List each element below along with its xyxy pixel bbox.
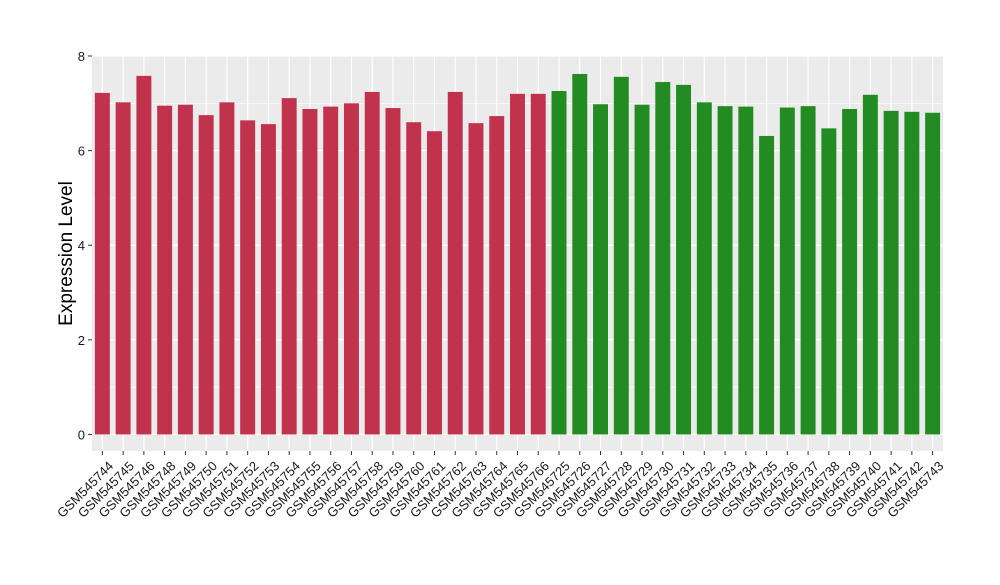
bar-GSM545729	[634, 104, 650, 435]
bar-GSM545749	[177, 104, 193, 435]
bar-GSM545766	[530, 93, 546, 435]
bar-GSM545734	[738, 106, 754, 435]
bar-GSM545755	[302, 108, 318, 435]
y-tick-label: 2	[78, 333, 85, 348]
bar-GSM545750	[198, 115, 214, 435]
bar-GSM545736	[779, 107, 795, 435]
bar-GSM545763	[468, 123, 484, 435]
bar-GSM545733	[717, 106, 733, 435]
y-axis: 0 2 4 6 8	[78, 49, 92, 442]
bar-GSM545730	[655, 82, 671, 435]
bar-GSM545744	[94, 92, 110, 435]
bar-GSM545742	[904, 111, 920, 435]
bar-GSM545764	[489, 116, 505, 435]
bar-GSM545725	[551, 91, 567, 435]
bar-GSM545748	[157, 105, 173, 435]
bar-GSM545740	[862, 94, 878, 435]
bar-GSM545739	[842, 108, 858, 435]
bar-GSM545743	[925, 112, 941, 435]
y-axis-label: Expression Level	[56, 181, 77, 326]
bar-GSM545758	[364, 91, 380, 435]
bar-GSM545762	[447, 91, 463, 435]
bar-GSM545732	[696, 102, 712, 435]
bar-GSM545753	[260, 124, 276, 435]
bar-GSM545760	[406, 122, 422, 435]
bar-GSM545737	[800, 106, 816, 435]
y-tick-label: 8	[78, 49, 85, 64]
bar-GSM545738	[821, 128, 837, 435]
bar-GSM545752	[240, 120, 256, 435]
bar-GSM545761	[427, 131, 442, 435]
bar-GSM545745	[115, 102, 131, 435]
bar-GSM545765	[510, 93, 525, 435]
bar-GSM545728	[613, 76, 629, 435]
bar-GSM545746	[136, 75, 152, 435]
y-tick-label: 6	[78, 144, 85, 159]
y-tick-label: 4	[78, 238, 85, 253]
x-axis: GSM545744GSM545745GSM545746GSM545748GSM5…	[54, 451, 947, 521]
y-tick-label: 0	[78, 427, 85, 442]
bar-GSM545726	[572, 73, 588, 435]
bar-GSM545757	[343, 103, 359, 435]
bar-GSM545741	[883, 110, 899, 435]
bar-GSM545731	[676, 84, 692, 435]
bars	[94, 73, 941, 435]
bar-GSM545756	[323, 106, 339, 435]
bar-GSM545754	[281, 98, 297, 435]
bar-GSM545759	[385, 108, 401, 435]
bar-GSM545727	[593, 104, 608, 435]
bar-GSM545735	[759, 135, 775, 435]
bar-GSM545751	[219, 102, 235, 435]
